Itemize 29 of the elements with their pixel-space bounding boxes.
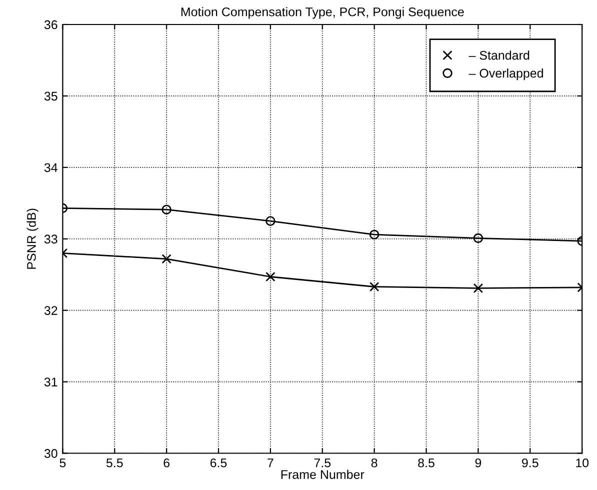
y-tick-label: 32 (44, 306, 58, 315)
point (369, 230, 380, 240)
x-tick-label: 7 (268, 458, 274, 468)
x-axis-title: Frame Number (281, 470, 364, 479)
x-tick-label: 9.5 (522, 458, 538, 468)
point (473, 233, 484, 244)
x-tick-label: 9 (475, 458, 482, 468)
x-tick-label: 7.5 (314, 458, 331, 468)
y-tick-label: 35 (44, 92, 58, 101)
y-tick-label: 33 (44, 234, 58, 244)
legend-label: – Standard (468, 50, 530, 60)
point (266, 272, 276, 282)
x-tick-label: 6 (164, 458, 170, 468)
y-tick-label: 30 (44, 449, 58, 458)
x-tick-label: 10 (576, 458, 589, 468)
legend-label: – Overlapped (468, 68, 543, 80)
x-tick-label: 5.5 (106, 458, 123, 468)
x-tick-label: 6.5 (210, 458, 227, 468)
x-tick-label: 8.5 (418, 458, 434, 468)
point (266, 216, 276, 226)
point (473, 283, 484, 294)
point (369, 282, 380, 292)
y-tick-label: 34 (44, 163, 58, 172)
x-tick-label: 5 (60, 458, 66, 468)
chart-title: Motion Compensation Type, PCR, Pongi Sequence (181, 7, 464, 19)
y-tick-label: 31 (44, 378, 58, 386)
y-axis-title: PSNR (dB) (26, 208, 38, 269)
y-tick-label: 36 (44, 20, 58, 30)
x-tick-label: 8 (371, 458, 378, 468)
